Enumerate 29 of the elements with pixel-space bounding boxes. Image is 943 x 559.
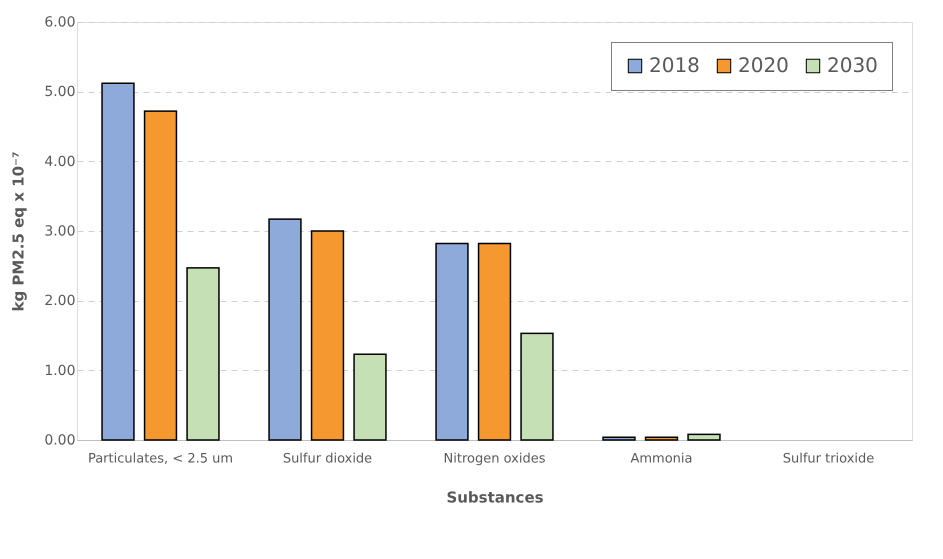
y-tick-label: 6.00 xyxy=(44,14,76,30)
y-axis-title: kg PM2.5 eq x 10⁻⁷ xyxy=(9,151,28,312)
x-tick-label: Sulfur trioxide xyxy=(782,452,874,466)
y-tick-label: 1.00 xyxy=(44,362,76,379)
legend-label: 2030 xyxy=(827,53,878,77)
x-tick-label: Particulates, < 2.5 um xyxy=(88,452,234,466)
legend-label: 2018 xyxy=(649,53,700,77)
y-tick-label: 0.00 xyxy=(44,432,76,448)
y-tick-label: 4.00 xyxy=(44,154,76,170)
x-axis-title: Substances xyxy=(446,488,544,506)
bar xyxy=(687,434,721,441)
y-tick-label: 3.00 xyxy=(44,224,76,240)
bar xyxy=(186,267,220,441)
bar xyxy=(353,354,387,441)
bar xyxy=(310,230,344,441)
bar xyxy=(478,242,512,441)
bar xyxy=(602,436,636,441)
legend-label: 2020 xyxy=(738,53,789,77)
y-tick-label: 2.00 xyxy=(44,293,76,310)
y-tick-label: 5.00 xyxy=(44,84,76,100)
bar xyxy=(268,218,302,441)
bar xyxy=(435,242,469,441)
bar xyxy=(644,436,678,441)
bar xyxy=(144,110,178,441)
bar xyxy=(520,332,554,441)
x-tick-label: Sulfur dioxide xyxy=(282,452,372,466)
bar xyxy=(101,82,135,441)
x-tick-label: Nitrogen oxides xyxy=(444,452,546,466)
x-tick-label: Ammonia xyxy=(630,452,692,466)
